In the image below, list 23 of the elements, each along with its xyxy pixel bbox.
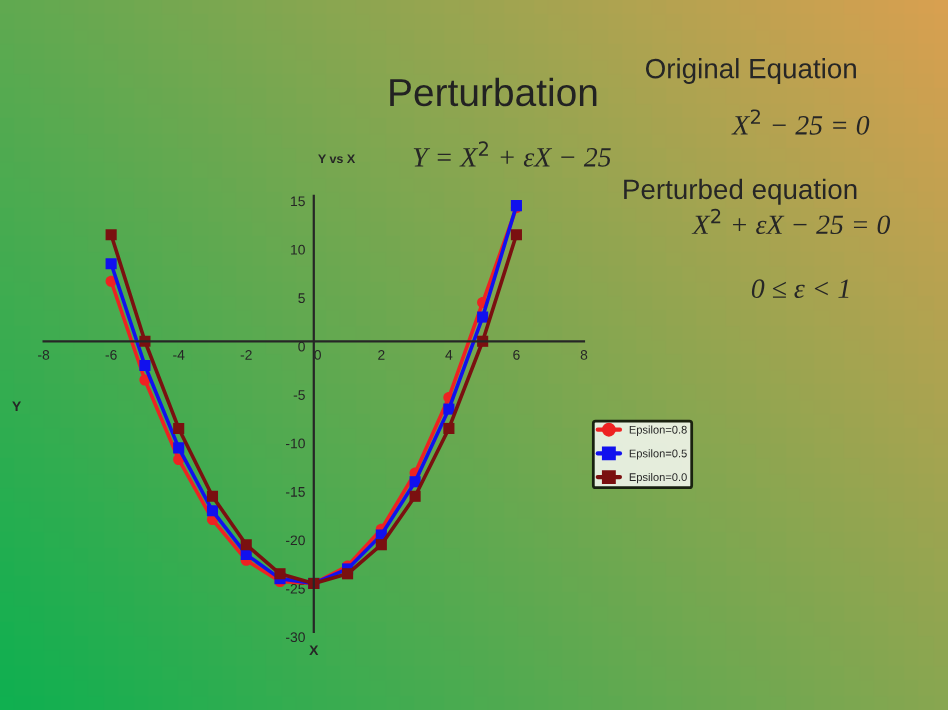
chart-title: Perturbation — [390, 77, 597, 107]
point — [105, 258, 117, 270]
point — [510, 229, 522, 241]
point — [409, 490, 421, 502]
text: Y = X$^{2}$ + εX − 25 — [413, 141, 611, 167]
point — [206, 490, 219, 502]
text: Perturbed equation — [624, 178, 857, 205]
point — [342, 568, 354, 580]
text: X$^{2}$ + εX − 25 = 0 — [691, 208, 891, 235]
point — [173, 422, 185, 435]
text: X$^{2}$ − 25 = 0 — [731, 109, 870, 135]
point — [206, 505, 219, 517]
point — [139, 359, 151, 372]
text: Original Equation — [645, 58, 856, 84]
point — [105, 229, 117, 241]
point — [173, 442, 185, 454]
text: 0 ≤ ε < 1 — [751, 279, 849, 299]
point — [443, 403, 455, 415]
point — [443, 422, 455, 435]
point — [477, 311, 489, 323]
point — [375, 539, 387, 551]
point — [274, 568, 286, 580]
point — [240, 539, 252, 551]
